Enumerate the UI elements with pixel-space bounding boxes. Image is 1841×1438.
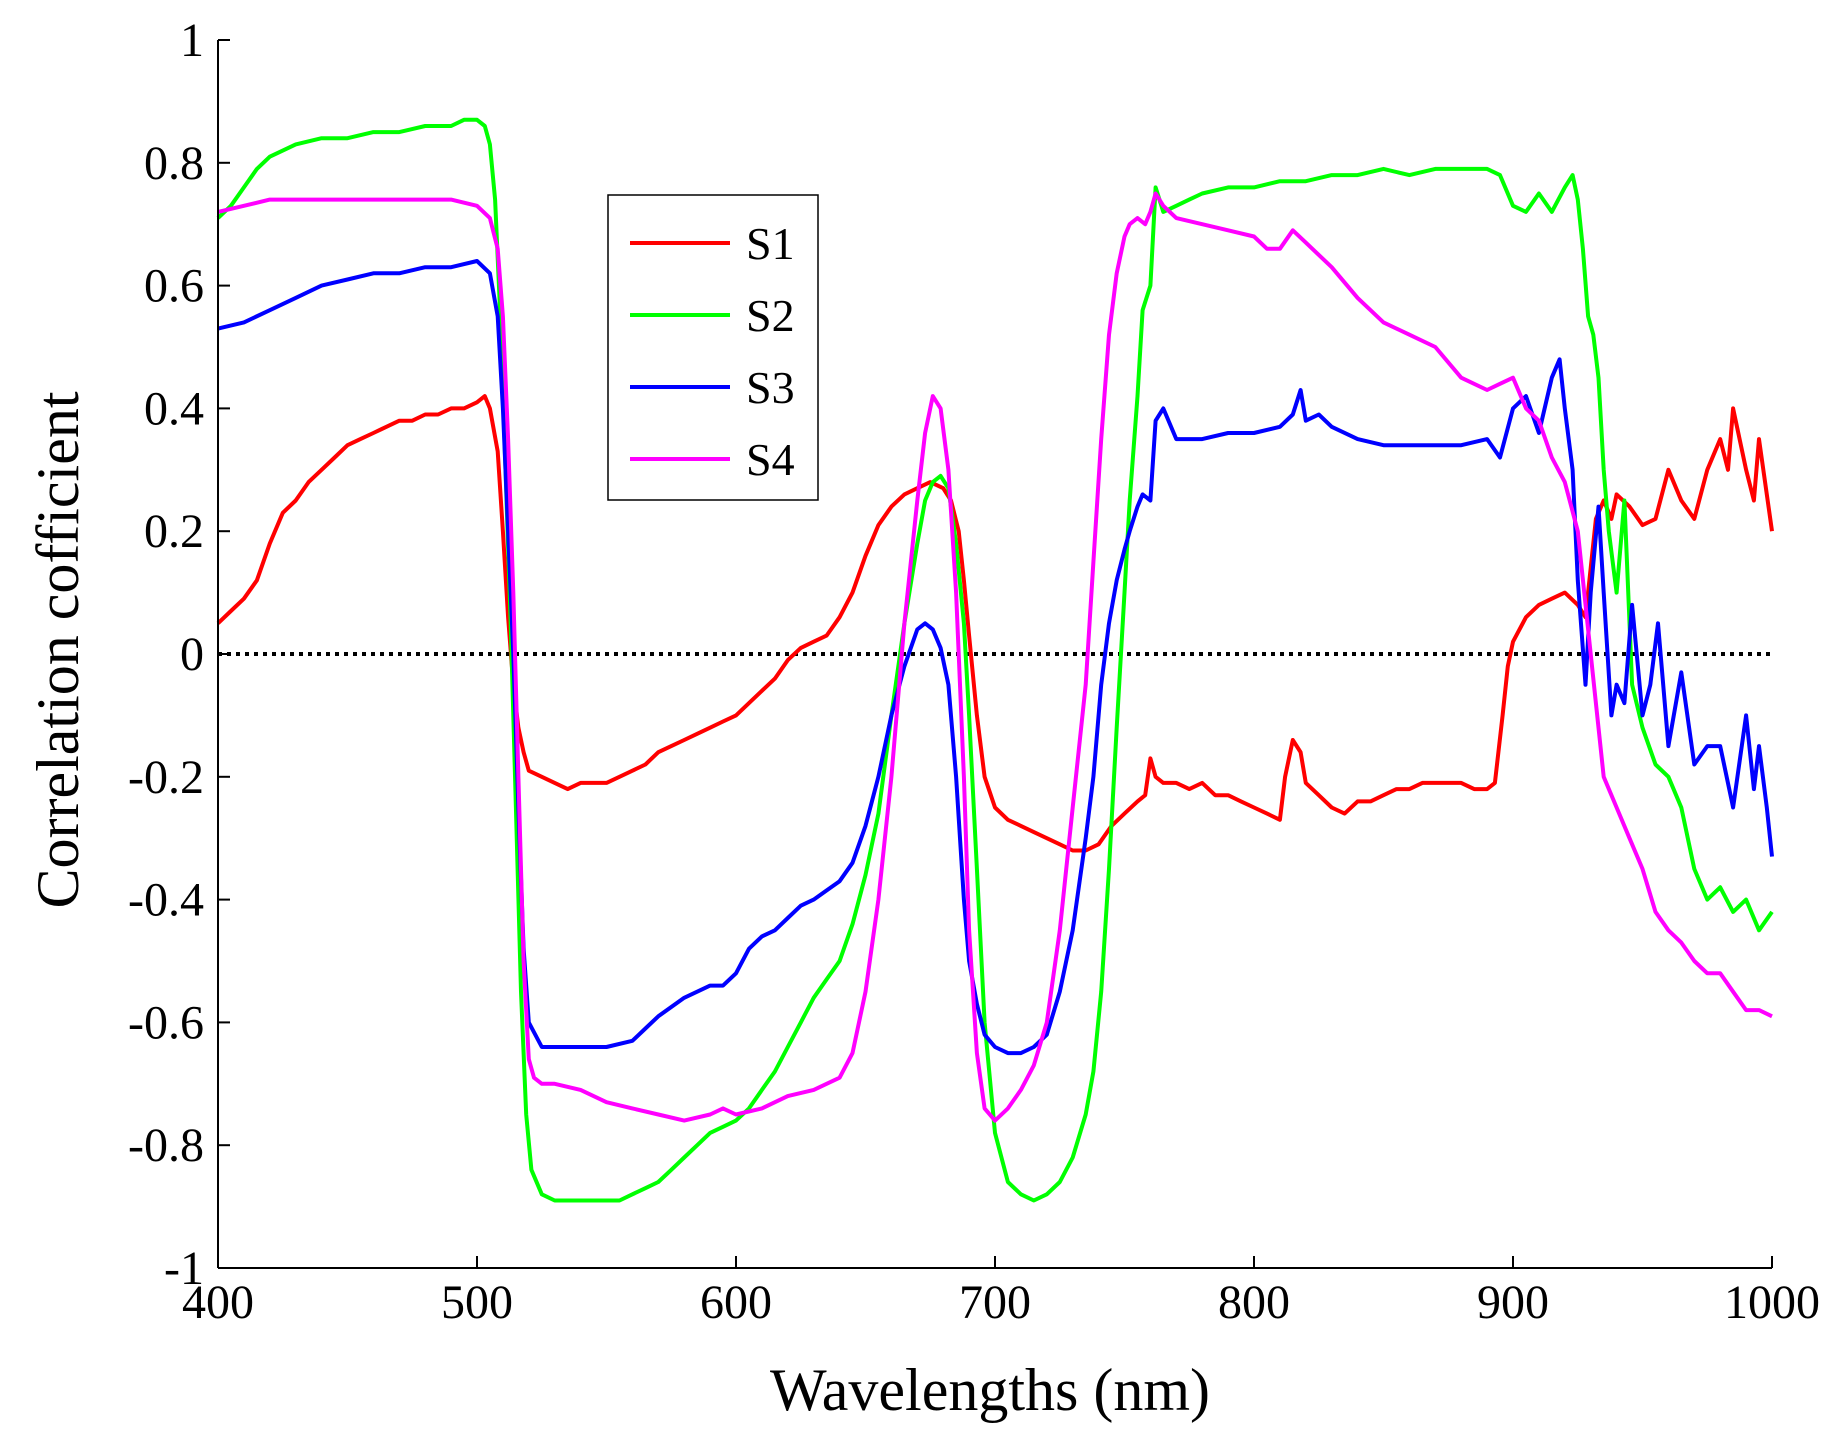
x-tick-label: 400 xyxy=(182,1276,254,1329)
legend-label-s3: S3 xyxy=(746,362,795,413)
y-tick-label: 1 xyxy=(180,14,204,67)
legend-box xyxy=(607,194,819,501)
y-tick-label: -1 xyxy=(164,1242,204,1295)
x-tick-label: 900 xyxy=(1477,1276,1549,1329)
y-tick-label: 0.6 xyxy=(144,260,204,313)
y-tick-label: 0.2 xyxy=(144,505,204,558)
y-tick-label: 0 xyxy=(180,628,204,681)
series-line-s4 xyxy=(217,191,1773,1123)
x-tick-label: 700 xyxy=(959,1276,1031,1329)
y-tick-label: 0.8 xyxy=(144,137,204,190)
series-line-s1 xyxy=(216,394,1774,853)
legend: S1 S2 S3 S4 xyxy=(607,194,819,501)
x-tick-label: 1000 xyxy=(1724,1276,1820,1329)
series-line-s3 xyxy=(217,259,1774,1056)
axes: -1 -0.8 -0.6 -0.4 -0.2 0 0.2 0.4 0.6 0.8 1 400 500 60… xyxy=(128,14,1820,1329)
series-line-s2 xyxy=(216,117,1774,1203)
y-tick-label: -0.2 xyxy=(128,751,204,804)
legend-label-s1: S1 xyxy=(746,218,795,269)
y-tick-label: -0.8 xyxy=(128,1119,204,1172)
x-tick-label: 800 xyxy=(1218,1276,1290,1329)
x-axis-title: Wavelengths (nm) xyxy=(770,1357,1210,1423)
legend-label-s4: S4 xyxy=(746,434,795,485)
x-tick-label: 600 xyxy=(700,1276,772,1329)
y-axis-title: Correlation cofficient xyxy=(25,391,91,908)
y-tick-label: -0.6 xyxy=(128,996,204,1049)
x-tick-label: 500 xyxy=(441,1276,513,1329)
y-tick-label: 0.4 xyxy=(144,382,204,435)
legend-label-s2: S2 xyxy=(746,290,795,341)
y-tick-label: -0.4 xyxy=(128,874,204,927)
plot-area xyxy=(216,117,1774,1203)
